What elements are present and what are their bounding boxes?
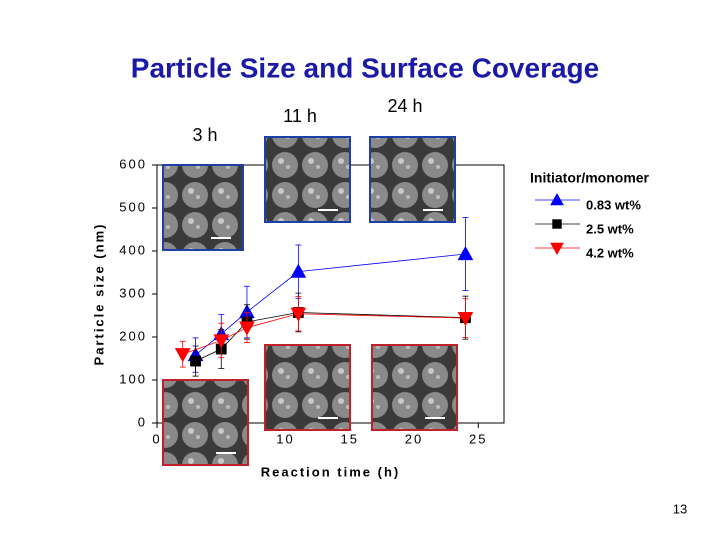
x-axis-label: Reaction time (h)	[261, 464, 400, 479]
y-tick-label: 600	[119, 156, 147, 171]
marker	[239, 321, 255, 336]
x-tick-label: 25	[469, 431, 487, 446]
inset-image	[371, 344, 458, 431]
inset-label: 3 h	[192, 125, 217, 145]
y-tick-label: 200	[119, 328, 147, 343]
inset-image	[369, 136, 456, 223]
page-number: 13	[673, 501, 687, 516]
marker	[213, 334, 230, 349]
marker	[550, 192, 564, 206]
slide-title: Particle Size and Surface Coverage	[131, 52, 599, 83]
y-tick-label: 100	[119, 371, 147, 386]
marker	[552, 219, 562, 229]
inset-image	[264, 344, 351, 431]
marker	[457, 245, 474, 261]
marker	[290, 263, 307, 278]
y-tick-label: 400	[119, 242, 147, 257]
x-tick-label: 10	[276, 431, 294, 446]
legend-label: 2.5 wt%	[586, 221, 634, 236]
inset-label: 24 h	[387, 96, 422, 116]
legend-label: 4.2 wt%	[586, 245, 634, 260]
marker	[457, 311, 474, 327]
inset-image	[162, 379, 249, 466]
x-tick-label: 0	[152, 431, 161, 446]
y-tick-label: 0	[138, 414, 147, 429]
y-tick-label: 500	[119, 199, 147, 214]
x-tick-label: 15	[341, 431, 359, 446]
marker	[190, 355, 201, 367]
marker	[550, 242, 564, 256]
inset-image	[162, 164, 244, 251]
marker	[174, 348, 191, 363]
inset-image	[264, 136, 351, 223]
legend-label: 0.83 wt%	[586, 197, 641, 212]
series-line	[195, 253, 466, 356]
y-axis-label: Particle size (nm)	[91, 223, 106, 366]
legend-title: Initiator/monomer	[530, 170, 650, 186]
marker	[290, 307, 307, 322]
y-tick-label: 300	[119, 285, 147, 300]
inset-label: 11 h	[283, 106, 317, 126]
x-tick-label: 20	[405, 431, 423, 446]
